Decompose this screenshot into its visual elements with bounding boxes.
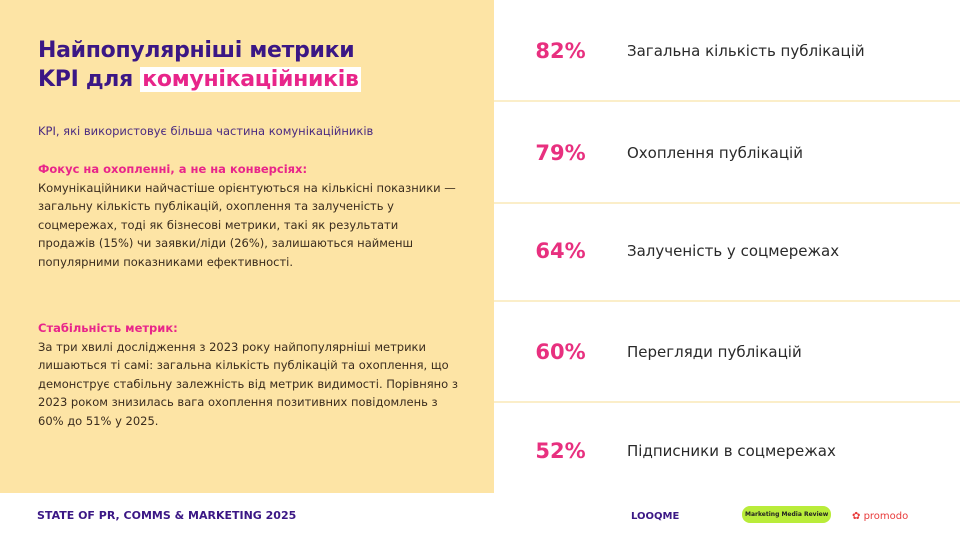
title-highlight: комунікаційників [140, 67, 361, 92]
metric-row: 64% Залученість у соцмережах [494, 202, 960, 302]
metric-row: 82% Загальна кількість публікацій [494, 2, 960, 102]
promodo-logo: ✿ promodo [852, 511, 908, 522]
section-stability: Стабільність метрик: За три хвилі дослід… [38, 319, 458, 430]
section-body: За три хвилі дослідження з 2023 року най… [38, 339, 458, 428]
metric-value: 79% [535, 141, 586, 165]
metric-value: 64% [535, 239, 586, 263]
metric-value: 60% [535, 340, 586, 364]
metric-row: 79% Охоплення публікацій [494, 104, 960, 204]
metric-row: 52% Підписники в соцмережах [494, 401, 960, 501]
metric-label: Підписники в соцмережах [627, 442, 836, 460]
metric-value: 82% [535, 39, 586, 63]
subtitle: KPI, які використовує більша частина ком… [38, 124, 374, 138]
promodo-icon: ✿ [852, 511, 864, 522]
title-line-2: KPI для комунікаційників [38, 65, 361, 94]
title-line-1: Найпопулярніші метрики [38, 38, 355, 63]
section-heading: Стабільність метрик: [38, 321, 178, 335]
metric-value: 52% [535, 439, 586, 463]
metric-label: Загальна кількість публікацій [627, 42, 865, 60]
title-prefix: KPI для [38, 67, 133, 92]
metric-label: Залученість у соцмережах [627, 242, 840, 260]
mmr-logo: Marketing Media Review [742, 506, 832, 523]
metric-label: Перегляди публікацій [627, 343, 802, 361]
metric-label: Охоплення публікацій [627, 144, 803, 162]
page-title: Найпопулярніші метрики KPI для комунікац… [38, 36, 361, 94]
section-body: Комунікаційники найчастіше орієнтуються … [38, 180, 456, 269]
section-heading: Фокус на охопленні, а не на конверсіях: [38, 162, 308, 176]
promodo-text: promodo [863, 511, 909, 522]
section-focus: Фокус на охопленні, а не на конверсіях: … [38, 160, 458, 271]
looqme-logo: LOOQME [631, 511, 680, 522]
left-panel: Найпопулярніші метрики KPI для комунікац… [0, 0, 494, 493]
footer-text: STATE OF PR, COMMS & MARKETING 2025 [37, 509, 297, 522]
metric-row: 60% Перегляди публікацій [494, 303, 960, 403]
